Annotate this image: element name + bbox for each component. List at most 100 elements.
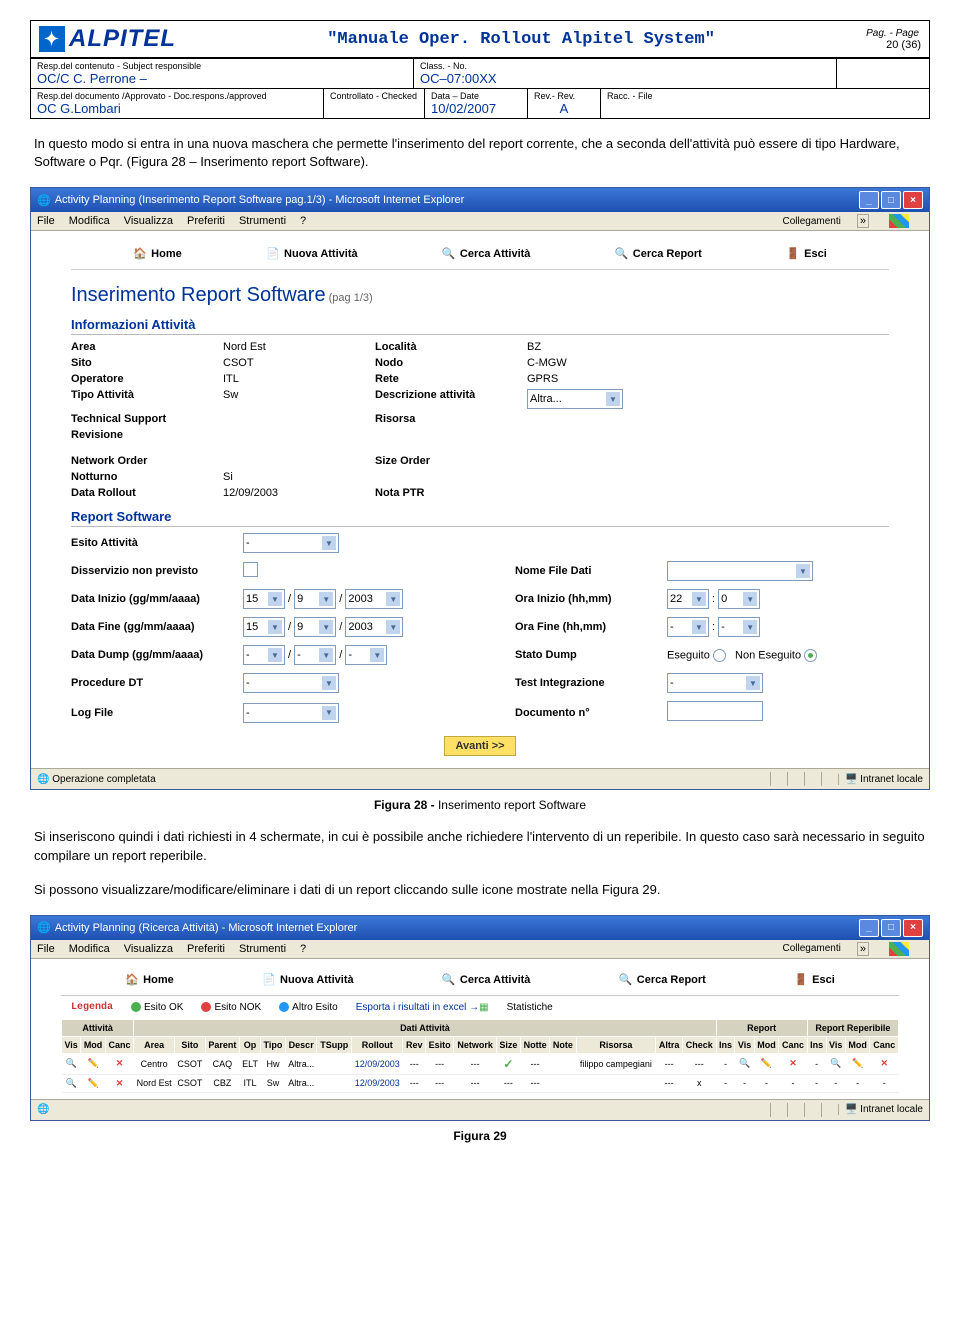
stats-link[interactable]: Statistiche [507, 1002, 553, 1013]
top-nav-2: 🏠Home 📄Nuova Attività 🔍Cerca Attività 🔍C… [61, 965, 899, 996]
eseguito-radio[interactable] [713, 649, 726, 662]
view-icon[interactable]: 🔍 [739, 1058, 750, 1068]
h4[interactable]: -▼ [718, 617, 760, 637]
export-excel[interactable]: Esporta i risultati in excel →▦ [356, 1002, 489, 1013]
dot-altro-icon [279, 1002, 289, 1012]
h2[interactable]: 0▼ [718, 589, 760, 609]
collegamenti[interactable]: Collegamenti [783, 216, 841, 227]
paragraph-1: In questo modo si entra in una nuova mas… [34, 135, 926, 171]
menu-preferiti[interactable]: Preferiti [187, 215, 225, 227]
class-cell: Class. - No. OC–07:00XX [414, 59, 837, 88]
delete-icon[interactable]: ✕ [880, 1058, 888, 1068]
logo: ✦ ALPITEL [39, 25, 176, 53]
nav-esci[interactable]: 🚪Esci [794, 973, 835, 987]
d9[interactable]: -▼ [345, 645, 387, 665]
edit-icon[interactable]: ✏️ [852, 1058, 863, 1068]
maximize-button[interactable]: □ [881, 191, 901, 209]
ie-icon: 🌐 [37, 921, 51, 934]
legend-row: Legenda Esito OK Esito NOK Altro Esito E… [61, 996, 899, 1019]
delete-icon[interactable]: ✕ [789, 1058, 797, 1068]
disservizio-checkbox[interactable] [243, 562, 258, 577]
d7[interactable]: -▼ [243, 645, 285, 665]
search-icon: 🔍 [442, 973, 456, 987]
nav-cerca-rep[interactable]: 🔍Cerca Report [619, 973, 706, 987]
delete-icon[interactable]: ✕ [116, 1058, 124, 1068]
status-bar-2: 🌐 🖥️ Intranet locale [31, 1099, 929, 1120]
edit-icon[interactable]: ✏️ [87, 1078, 98, 1088]
nav-home[interactable]: 🏠Home [125, 973, 174, 987]
dot-ok-icon [131, 1002, 141, 1012]
results-table: Attività Dati Attività Report Report Rep… [61, 1019, 899, 1093]
h3[interactable]: -▼ [667, 617, 709, 637]
menu-help[interactable]: ? [300, 943, 306, 955]
menu-visualizza[interactable]: Visualizza [124, 943, 173, 955]
d6[interactable]: 2003▼ [345, 617, 403, 637]
avanti-button[interactable]: Avanti >> [444, 736, 515, 756]
edit-icon[interactable]: ✏️ [87, 1058, 98, 1068]
delete-icon[interactable]: ✕ [116, 1078, 124, 1088]
menu-preferiti[interactable]: Preferiti [187, 943, 225, 955]
view-icon[interactable]: 🔍 [66, 1058, 77, 1068]
search-icon: 🔍 [615, 247, 629, 261]
intranet-icon: 🖥️ [845, 774, 857, 785]
log-select[interactable]: -▼ [243, 703, 339, 723]
d3[interactable]: 2003▼ [345, 589, 403, 609]
nav-esci[interactable]: 🚪Esci [786, 247, 827, 261]
minimize-button[interactable]: _ [859, 919, 879, 937]
status-bar: 🌐 Operazione completata 🖥️ Intranet loca… [31, 768, 929, 789]
d8[interactable]: -▼ [294, 645, 336, 665]
menu-file[interactable]: File [37, 215, 55, 227]
nav-nuova[interactable]: 📄Nuova Attività [266, 247, 358, 261]
section-report: Report Software [71, 509, 889, 527]
window-title: Activity Planning (Inserimento Report So… [55, 194, 465, 206]
excel-icon: ▦ [479, 1002, 488, 1013]
titlebar-2[interactable]: 🌐 Activity Planning (Ricerca Attività) -… [31, 916, 929, 940]
ie-done-icon: 🌐 [37, 1104, 49, 1115]
menu-visualizza[interactable]: Visualizza [124, 215, 173, 227]
menubar-2: File Modifica Visualizza Preferiti Strum… [31, 940, 929, 958]
descr-select[interactable]: Altra...▼ [527, 389, 623, 409]
search-icon: 🔍 [619, 973, 633, 987]
check-icon: ✓ [503, 1057, 513, 1071]
dot-nok-icon [201, 1002, 211, 1012]
edit-icon[interactable]: ✏️ [761, 1058, 772, 1068]
d2[interactable]: 9▼ [294, 589, 336, 609]
view-icon[interactable]: 🔍 [66, 1078, 77, 1088]
menu-strumenti[interactable]: Strumenti [239, 943, 286, 955]
non-eseguito-radio[interactable] [804, 649, 817, 662]
doc-header: ✦ ALPITEL "Manuale Oper. Rollout Alpitel… [30, 20, 930, 119]
report-grid: Esito Attività -▼ Disservizio non previs… [71, 533, 889, 724]
maximize-button[interactable]: □ [881, 919, 901, 937]
nav-cerca-att[interactable]: 🔍Cerca Attività [442, 247, 531, 261]
page-title: Inserimento Report Software (pag 1/3) [71, 284, 889, 307]
proc-select[interactable]: -▼ [243, 673, 339, 693]
titlebar[interactable]: 🌐 Activity Planning (Inserimento Report … [31, 188, 929, 212]
ie-icon: 🌐 [37, 194, 51, 207]
close-button[interactable]: × [903, 191, 923, 209]
docn-input[interactable] [667, 701, 763, 721]
test-select[interactable]: -▼ [667, 673, 763, 693]
menu-file[interactable]: File [37, 943, 55, 955]
nav-home[interactable]: 🏠Home [133, 247, 182, 261]
minimize-button[interactable]: _ [859, 191, 879, 209]
d1[interactable]: 15▼ [243, 589, 285, 609]
figure-29-caption: Figura 29 [30, 1129, 930, 1143]
menu-strumenti[interactable]: Strumenti [239, 215, 286, 227]
windows-flag-icon [889, 214, 909, 228]
info-grid: AreaNord Est LocalitàBZ SitoCSOT NodoC-M… [71, 341, 889, 499]
nav-cerca-rep[interactable]: 🔍Cerca Report [615, 247, 702, 261]
collegamenti[interactable]: Collegamenti [783, 943, 841, 954]
menu-help[interactable]: ? [300, 215, 306, 227]
nav-nuova[interactable]: 📄Nuova Attività [262, 973, 354, 987]
nav-cerca-att[interactable]: 🔍Cerca Attività [442, 973, 531, 987]
d5[interactable]: 9▼ [294, 617, 336, 637]
menu-modifica[interactable]: Modifica [69, 943, 110, 955]
d4[interactable]: 15▼ [243, 617, 285, 637]
h1[interactable]: 22▼ [667, 589, 709, 609]
view-icon[interactable]: 🔍 [830, 1058, 841, 1068]
esito-select[interactable]: -▼ [243, 533, 339, 553]
menu-modifica[interactable]: Modifica [69, 215, 110, 227]
close-button[interactable]: × [903, 919, 923, 937]
nomefile-select[interactable]: ▼ [667, 561, 813, 581]
resp-doc-cell: Resp.del documento /Approvato - Doc.resp… [31, 89, 324, 118]
